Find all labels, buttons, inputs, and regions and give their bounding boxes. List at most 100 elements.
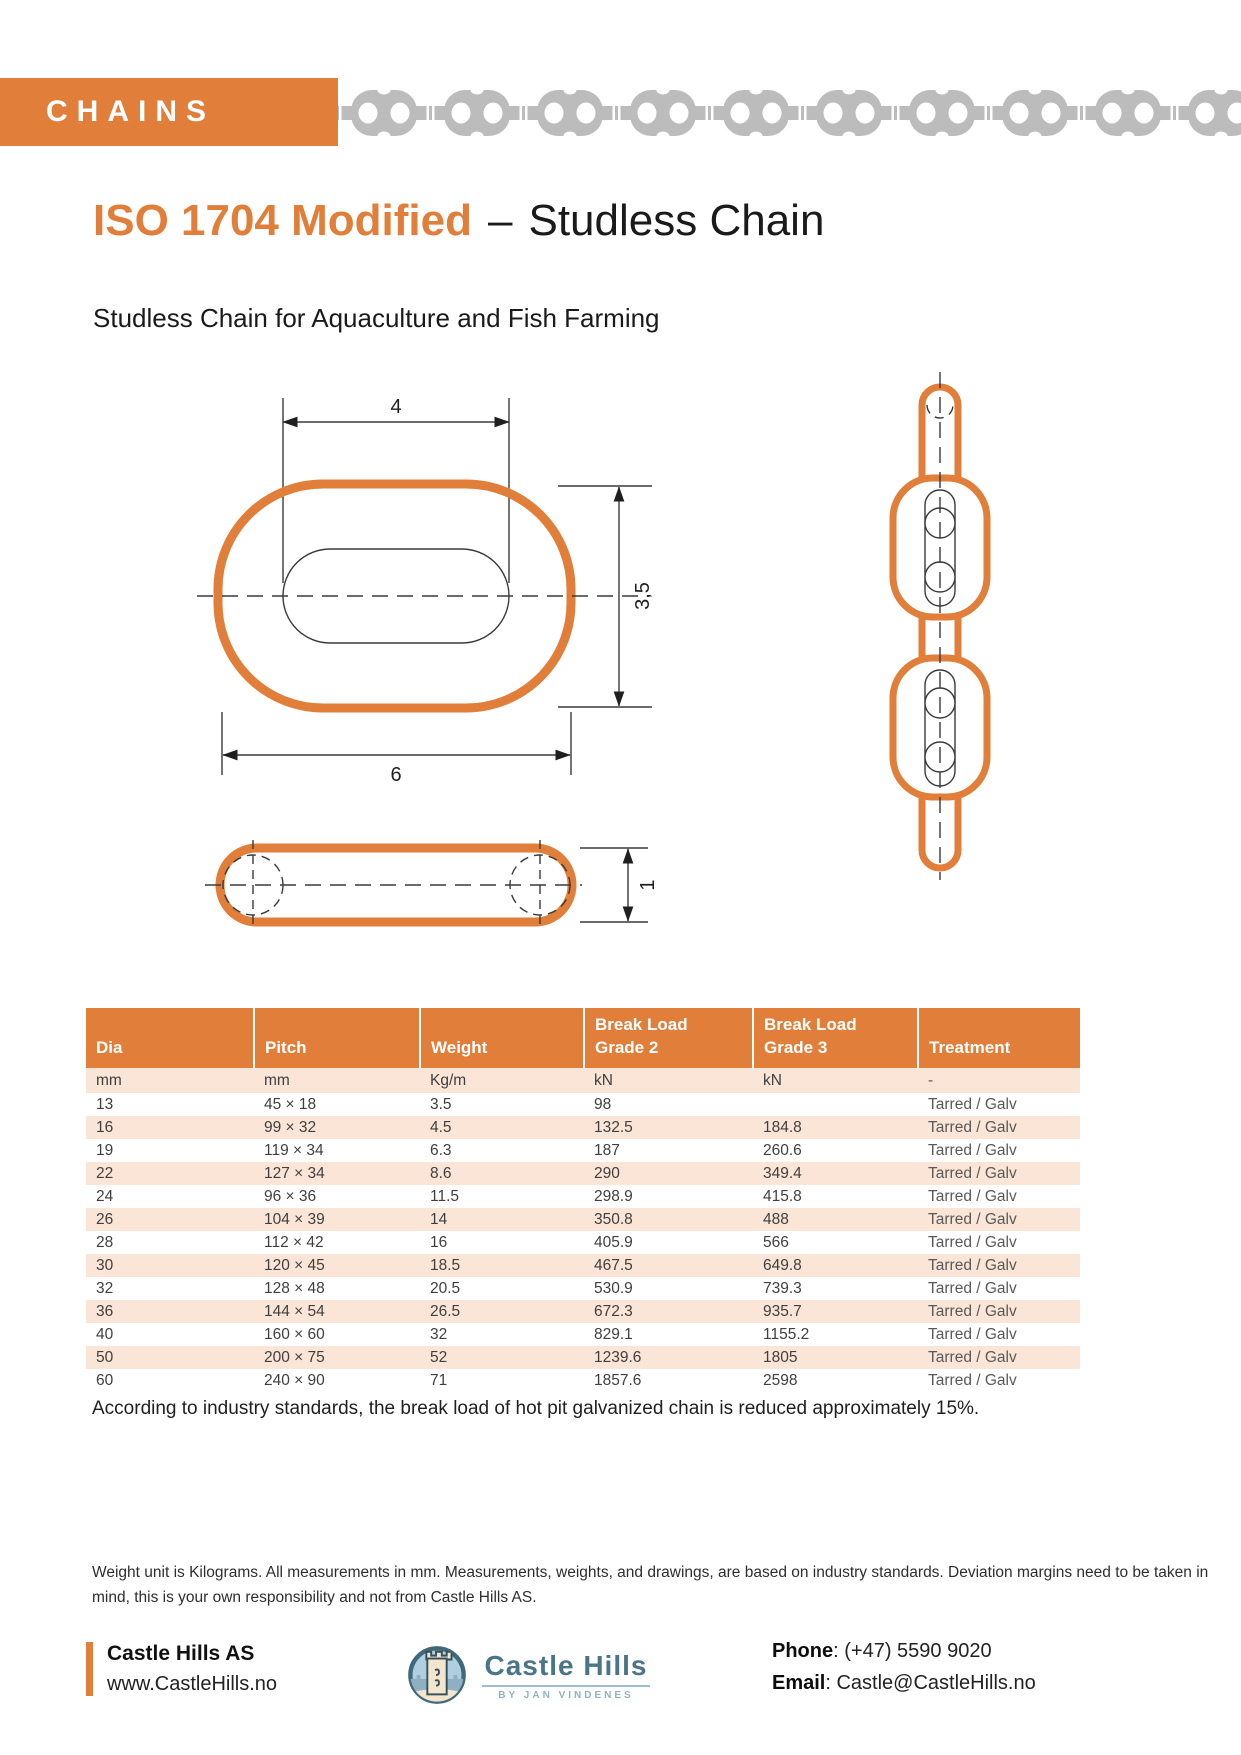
chain-strip-graphic	[338, 85, 1241, 139]
table-cell: 36	[86, 1300, 254, 1323]
table-cell: 3.5	[430, 1095, 452, 1113]
banner-label: CHAINS	[46, 95, 216, 128]
table-cell: Tarred / Galv	[928, 1095, 1017, 1113]
table-cell: 240 × 90	[264, 1371, 325, 1389]
table-cell: 298.9	[594, 1187, 633, 1205]
table-cell: 26.5	[420, 1300, 584, 1323]
table-cell: kN	[584, 1068, 753, 1093]
table-cell: 672.3	[584, 1300, 753, 1323]
table-cell	[753, 1093, 918, 1116]
table-cell: 120 × 45	[254, 1254, 420, 1277]
column-header: Dia	[86, 1008, 254, 1068]
table-cell: Tarred / Galv	[928, 1325, 1017, 1343]
table-row: 40 160 × 60 32 829.1 1155.2 Tarred / Galv	[86, 1323, 1080, 1346]
dim-inner-width-label: 4	[390, 396, 401, 418]
dim-height-label: 3,5	[632, 582, 654, 610]
table-cell: 160 × 60	[264, 1325, 325, 1343]
table-cell: 128 × 48	[264, 1279, 325, 1297]
table-cell: 11.5	[430, 1187, 460, 1205]
website-link[interactable]: www.CastleHills.no	[107, 1673, 278, 1695]
table-cell: mm	[86, 1068, 254, 1093]
table-cell: 71	[430, 1371, 448, 1389]
email-value[interactable]: : Castle@CastleHills.no	[825, 1672, 1036, 1694]
table-cell: 30	[86, 1254, 254, 1277]
dim-thickness-label: 1	[637, 879, 659, 890]
table-row: 24 96 × 36 11.5 298.9 415.8 Tarred / Galv	[86, 1185, 1080, 1208]
galvanized-note: According to industry standards, the bre…	[92, 1398, 980, 1419]
table-cell: 530.9	[594, 1279, 633, 1297]
email-line: Email: Castle@CastleHills.no	[772, 1672, 1036, 1695]
table-cell: 24	[96, 1187, 114, 1205]
table-cell: Tarred / Galv	[918, 1208, 1080, 1231]
column-header: Pitch	[253, 1008, 420, 1068]
chain-links	[338, 85, 1241, 139]
table-cell: 6.3	[430, 1141, 452, 1159]
table-row: 19 119 × 34 6.3 187 260.6 Tarred / Galv	[86, 1139, 1080, 1162]
table-cell: -	[918, 1068, 1080, 1093]
logo-text-block: Castle Hills BY JAN VINDENES	[482, 1650, 650, 1701]
chain-spec-table: Dia Pitch Weight Break Load Grade 2 Break Lo…	[86, 1008, 1080, 1392]
table-cell: 290	[584, 1162, 753, 1185]
table-cell: Tarred / Galv	[928, 1233, 1017, 1251]
table-cell: 119 × 34	[264, 1141, 324, 1159]
column-header: Weight	[419, 1008, 584, 1068]
table-cell: 96 × 36	[264, 1187, 317, 1205]
table-row: 13 45 × 18 3.5 98 Tarred / Galv	[86, 1093, 1080, 1116]
column-header: Break Load Grade 3	[752, 1008, 918, 1068]
table-cell: 488	[753, 1208, 918, 1231]
table-cell: 1155.2	[763, 1325, 810, 1343]
table-cell: 99 × 32	[254, 1116, 420, 1139]
table-cell: Tarred / Galv	[918, 1300, 1080, 1323]
table-row: 16 99 × 32 4.5 132.5 184.8 Tarred / Galv	[86, 1116, 1080, 1139]
table-cell: 1805	[753, 1346, 918, 1369]
table-cell: 26	[86, 1208, 254, 1231]
phone-line: Phone: (+47) 5590 9020	[772, 1640, 1036, 1663]
link-outer-outline	[213, 479, 576, 713]
table-row: 32 128 × 48 20.5 530.9 739.3 Tarred / Galv	[86, 1277, 1080, 1300]
table-cell: Tarred / Galv	[918, 1162, 1080, 1185]
table-cell: Tarred / Galv	[918, 1346, 1080, 1369]
table-cell: Tarred / Galv	[928, 1187, 1017, 1205]
logo-divider	[482, 1684, 650, 1687]
table-cell: 40	[96, 1325, 114, 1343]
footer-company-block: Castle Hills AS www.CastleHills.no	[86, 1642, 277, 1696]
table-cell: 19	[96, 1141, 114, 1159]
units-row: mm mm Kg/m kN kN -	[86, 1068, 1080, 1093]
table-row: 28 112 × 42 16 405.9 566 Tarred / Galv	[86, 1231, 1080, 1254]
table-cell: 405.9	[594, 1233, 633, 1251]
table-row: 30 120 × 45 18.5 467.5 649.8 Tarred / Galv	[86, 1254, 1080, 1277]
table-cell: 415.8	[763, 1187, 802, 1205]
company-name: Castle Hills AS	[107, 1642, 255, 1665]
table-cell: 22	[86, 1162, 254, 1185]
table-cell: 4.5	[420, 1116, 584, 1139]
table-cell: 1857.6	[594, 1371, 642, 1389]
title-separator: –	[487, 196, 513, 245]
table-cell: Tarred / Galv	[928, 1141, 1017, 1159]
table-header: Dia Pitch Weight Break Load Grade 2 Break Lo…	[86, 1008, 1080, 1068]
table-cell: kN	[753, 1068, 918, 1093]
table-cell: 20.5	[430, 1279, 461, 1297]
table-cell: Kg/m	[420, 1068, 584, 1093]
table-cell: 104 × 39	[254, 1208, 420, 1231]
table-row: 26 104 × 39 14 350.8 488 Tarred / Galv	[86, 1208, 1080, 1231]
title-rest: Studless Chain	[528, 196, 825, 245]
email-label: Email	[772, 1672, 826, 1694]
table-cell: 829.1	[594, 1325, 633, 1343]
table-cell: 1239.6	[584, 1346, 753, 1369]
table-cell: Tarred / Galv	[928, 1279, 1017, 1297]
table-cell: 16	[86, 1116, 254, 1139]
spec-table: Dia Pitch Weight Break Load Grade 2 Break Lo…	[86, 1008, 1080, 1392]
page-subtitle: Studless Chain for Aquaculture and Fish …	[93, 303, 660, 333]
table-cell: 28	[96, 1233, 114, 1251]
title-highlight: ISO 1704 Modified	[93, 196, 472, 245]
footer: Castle Hills AS www.CastleHills.no Castl…	[86, 1638, 1155, 1728]
table-cell: 935.7	[753, 1300, 918, 1323]
table-cell: 127 × 34	[254, 1162, 420, 1185]
table-cell: 350.8	[584, 1208, 753, 1231]
table-cell: 13	[96, 1095, 114, 1113]
table-cell: 184.8	[753, 1116, 918, 1139]
table-cell: 260.6	[763, 1141, 802, 1159]
table-cell: 98	[594, 1095, 612, 1113]
logo-wordmark: Castle Hills	[484, 1649, 648, 1681]
